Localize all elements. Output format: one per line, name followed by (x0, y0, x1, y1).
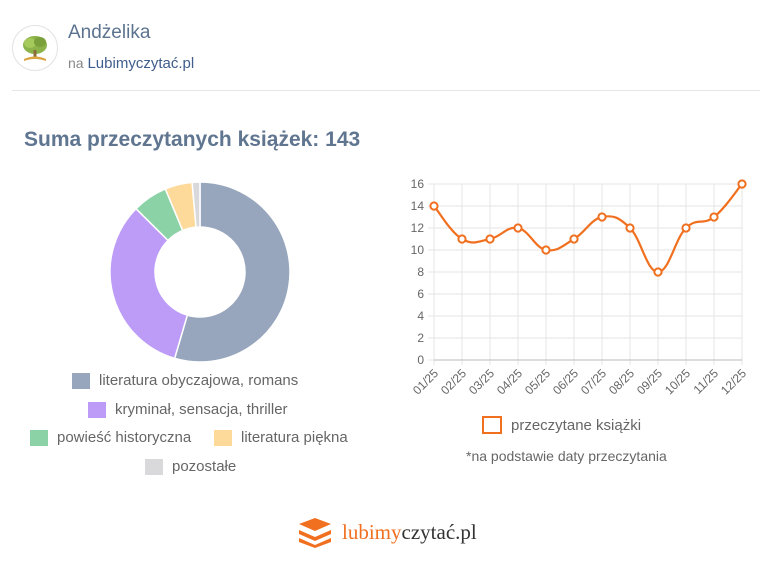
y-tick-label: 2 (417, 331, 424, 345)
footnote: *na podstawie daty przeczytania (466, 448, 667, 464)
x-tick-label: 12/25 (718, 366, 749, 397)
footer-brand-part2: czytać.pl (401, 519, 477, 544)
data-point[interactable] (429, 201, 439, 211)
legend-label: pozostałe (172, 458, 237, 475)
x-tick-label: 11/25 (691, 366, 722, 397)
header-divider (12, 90, 760, 91)
y-tick-label: 10 (411, 243, 425, 257)
x-tick-label: 05/25 (522, 366, 553, 397)
data-point[interactable] (541, 245, 551, 255)
source-link[interactable]: Lubimyczytać.pl (87, 55, 195, 72)
avatar[interactable] (12, 25, 58, 71)
data-point[interactable] (653, 267, 663, 277)
source-prefix: na (68, 55, 84, 71)
legend-swatch (482, 416, 502, 434)
data-point[interactable] (709, 212, 719, 222)
data-point[interactable] (625, 223, 635, 233)
y-tick-label: 8 (417, 265, 424, 279)
data-point[interactable] (569, 234, 579, 244)
data-point[interactable] (457, 234, 467, 244)
x-tick-label: 02/25 (438, 366, 469, 397)
legend-item-historyczna[interactable]: powieść historyczna (30, 429, 191, 446)
x-tick-label: 07/25 (578, 366, 609, 397)
legend-label: kryminał, sensacja, thriller (115, 401, 288, 418)
legend-swatch (214, 429, 232, 446)
footer-brand: lubimyczytać.pl (342, 520, 477, 545)
y-tick-label: 6 (417, 287, 424, 301)
legend-swatch (145, 458, 163, 475)
stats-title: Suma przeczytanych książek: 143 (24, 128, 361, 151)
legend-swatch (30, 429, 48, 446)
legend-item-obyczajowa[interactable]: literatura obyczajowa, romans (72, 372, 298, 389)
line-legend[interactable]: przeczytane książki (482, 416, 641, 434)
donut-slice[interactable] (173, 181, 291, 363)
legend-item-pozostale[interactable]: pozostałe (145, 458, 236, 475)
x-tick-label: 03/25 (466, 366, 497, 397)
data-point[interactable] (597, 212, 607, 222)
books-stack-icon (299, 518, 331, 548)
donut-slice[interactable] (109, 207, 189, 360)
legend-item-piekna[interactable]: literatura piękna (214, 429, 348, 446)
x-tick-label: 01/25 (410, 366, 441, 397)
donut-slice[interactable] (191, 181, 201, 228)
y-tick-label: 4 (417, 309, 424, 323)
data-point[interactable] (485, 234, 495, 244)
legend-swatch (72, 372, 90, 389)
x-tick-label: 06/25 (550, 366, 581, 397)
legend-label: literatura obyczajowa, romans (99, 372, 299, 389)
tree-book-icon (23, 36, 47, 61)
y-tick-label: 0 (417, 353, 424, 367)
y-tick-label: 14 (411, 199, 425, 213)
x-tick-label: 04/25 (494, 366, 525, 397)
monthly-line-chart: 0 2 4 6 8 10 12 14 16 01/2502/2503/2504/2505/2506… (410, 177, 749, 397)
legend-swatch (88, 401, 106, 418)
x-tick-label: 10/25 (662, 366, 693, 397)
y-tick-label: 16 (411, 177, 425, 191)
source-line: na Lubimyczytać.pl (68, 55, 194, 72)
footer-logo[interactable]: lubimyczytać.pl (296, 516, 477, 548)
x-tick-label: 09/25 (634, 366, 665, 397)
user-name[interactable]: Andżelika (68, 22, 151, 43)
legend-label: powieść historyczna (57, 429, 192, 446)
genre-donut-chart (109, 181, 291, 363)
legend-label: literatura piękna (241, 429, 348, 446)
x-tick-label: 08/25 (606, 366, 637, 397)
profile-header: Andżelika na Lubimyczytać.pl (0, 0, 776, 92)
legend-item-kryminal[interactable]: kryminał, sensacja, thriller (88, 401, 288, 418)
y-tick-label: 12 (411, 221, 425, 235)
footer-brand-part1: lubimy (342, 519, 402, 544)
data-point[interactable] (737, 179, 747, 189)
data-point[interactable] (681, 223, 691, 233)
data-point[interactable] (513, 223, 523, 233)
line-legend-label: przeczytane książki (511, 416, 642, 434)
